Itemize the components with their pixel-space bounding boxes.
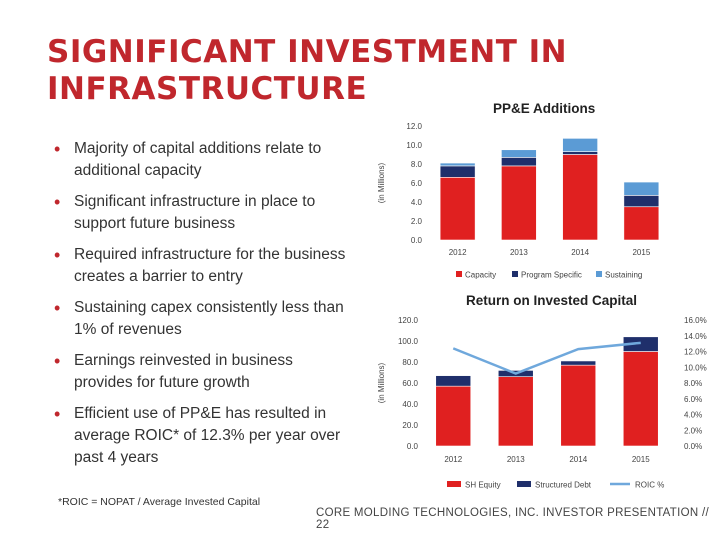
ppe-legend-swatch <box>456 271 462 277</box>
title-line-1: SIGNIFICANT INVESTMENT IN <box>47 34 568 70</box>
roic-y2-tick-label: 4.0% <box>684 411 702 420</box>
ppe-x-tick-label: 2015 <box>632 248 650 257</box>
ppe-y-axis-label: (in Millions) <box>377 162 386 203</box>
ppe-legend-label: Sustaining <box>605 271 642 280</box>
ppe-x-tick-label: 2013 <box>510 248 528 257</box>
roic-bar-segment <box>560 364 597 447</box>
ppe-bar-segment <box>562 151 598 155</box>
ppe-y-tick-label: 4.0 <box>411 198 423 207</box>
roic-bar-segment <box>497 376 534 447</box>
ppe-bar-segment <box>501 165 537 241</box>
roic-chart-title: Return on Invested Capital <box>466 293 638 308</box>
ppe-bar-segment <box>501 157 537 167</box>
ppe-y-tick-label: 2.0 <box>411 217 423 226</box>
bullet-item: Efficient use of PP&E has resulted in av… <box>52 403 352 469</box>
roic-y2-tick-label: 2.0% <box>684 426 702 435</box>
ppe-bar-segment <box>623 206 660 241</box>
roic-y-tick-label: 80.0 <box>402 358 418 367</box>
roic-bar-segment <box>622 351 659 447</box>
roic-line <box>452 341 641 375</box>
roic-x-tick-label: 2013 <box>507 455 525 464</box>
ppe-bar-segment <box>439 165 476 178</box>
roic-y-tick-label: 60.0 <box>402 379 418 388</box>
ppe-y-tick-label: 0.0 <box>411 236 423 245</box>
roic-bar-segment <box>435 375 472 387</box>
ppe-legend-label: Program Specific <box>521 271 582 280</box>
ppe-bar-segment <box>623 181 660 196</box>
roic-y2-tick-label: 8.0% <box>684 379 702 388</box>
ppe-legend-swatch <box>596 271 602 277</box>
footnote: *ROIC = NOPAT / Average Invested Capital <box>58 496 261 508</box>
roic-y2-tick-label: 12.0% <box>684 348 707 357</box>
ppe-legend-swatch <box>512 271 518 277</box>
roic-legend-label: ROIC % <box>635 481 664 490</box>
roic-bar-segment <box>435 385 472 447</box>
roic-y2-tick-label: 6.0% <box>684 395 702 404</box>
roic-y2-tick-label: 0.0% <box>684 442 702 451</box>
roic-legend-label: SH Equity <box>465 481 501 490</box>
roic-y2-tick-label: 16.0% <box>684 316 707 325</box>
roic-legend-swatch <box>517 481 531 487</box>
roic-legend-label: Structured Debt <box>535 481 592 490</box>
roic-legend-swatch <box>447 481 461 487</box>
bullet-item: Sustaining capex consistently less than … <box>52 297 352 341</box>
bullet-list: Majority of capital additions relate to … <box>52 138 352 478</box>
roic-x-tick-label: 2015 <box>632 455 650 464</box>
ppe-legend-label: Capacity <box>465 271 496 280</box>
roic-y-tick-label: 0.0 <box>407 442 419 451</box>
roic-y-tick-label: 20.0 <box>402 421 418 430</box>
ppe-bar-segment <box>439 177 476 241</box>
roic-y2-tick-label: 14.0% <box>684 332 707 341</box>
roic-y2-tick-label: 10.0% <box>684 363 707 372</box>
bullet-item: Significant infrastructure in place to s… <box>52 191 352 235</box>
bullet-item: Majority of capital additions relate to … <box>52 138 352 182</box>
footer-text: CORE MOLDING TECHNOLOGIES, INC. INVESTOR… <box>316 507 709 531</box>
ppe-bar-segment <box>562 154 598 241</box>
roic-y-tick-label: 40.0 <box>402 400 418 409</box>
ppe-y-tick-label: 8.0 <box>411 160 423 169</box>
bullet-item: Required infrastructure for the business… <box>52 244 352 288</box>
ppe-y-tick-label: 6.0 <box>411 179 423 188</box>
ppe-y-tick-label: 10.0 <box>406 141 422 150</box>
roic-y-tick-label: 100.0 <box>398 337 419 346</box>
roic-x-tick-label: 2012 <box>444 455 462 464</box>
ppe-bar-segment <box>439 162 476 167</box>
title-line-2: INFRASTRUCTURE <box>47 71 368 107</box>
roic-x-tick-label: 2014 <box>569 455 587 464</box>
ppe-bar-segment <box>562 138 598 152</box>
ppe-y-tick-label: 12.0 <box>406 122 422 131</box>
ppe-bar-segment <box>501 149 537 158</box>
roic-y-tick-label: 120.0 <box>398 316 419 325</box>
ppe-x-tick-label: 2012 <box>449 248 467 257</box>
roic-y-axis-label: (in Millions) <box>377 362 386 403</box>
ppe-x-tick-label: 2014 <box>571 248 589 257</box>
page-title: SIGNIFICANT INVESTMENT IN INFRASTRUCTURE <box>47 34 607 108</box>
ppe-chart-title: PP&E Additions <box>493 101 596 116</box>
roic-bar-segment <box>560 360 597 366</box>
bullet-item: Earnings reinvested in business provides… <box>52 350 352 394</box>
ppe-bar-segment <box>623 195 660 208</box>
